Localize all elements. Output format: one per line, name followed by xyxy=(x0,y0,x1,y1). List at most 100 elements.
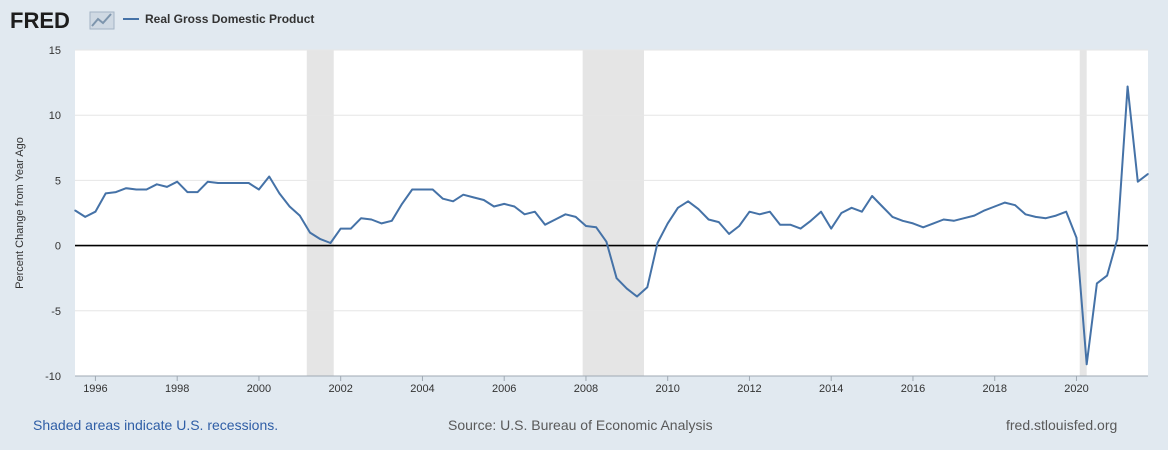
data-point xyxy=(697,208,700,210)
data-point xyxy=(850,206,853,209)
data-point xyxy=(799,227,802,230)
x-tick-label-2020: 2020 xyxy=(1064,383,1088,395)
data-point xyxy=(871,195,873,197)
data-point xyxy=(840,212,843,214)
recession-band-2 xyxy=(1079,50,1087,376)
data-point xyxy=(196,191,199,193)
data-point xyxy=(207,180,209,183)
data-point xyxy=(942,218,945,221)
data-point xyxy=(339,227,342,230)
data-point xyxy=(431,188,434,191)
data-point xyxy=(84,216,87,218)
chart-line-icon xyxy=(89,11,115,30)
x-tick-label-2014: 2014 xyxy=(819,383,843,395)
y-tick-label-10: 10 xyxy=(49,110,61,122)
data-point xyxy=(554,218,557,221)
y-axis: 15 10 5 0 -5 -10 xyxy=(45,45,61,383)
data-point xyxy=(247,182,250,184)
data-point xyxy=(135,188,138,191)
data-point xyxy=(390,220,393,222)
data-point xyxy=(932,222,935,225)
x-tick-label-1996: 1996 xyxy=(83,383,107,395)
fred-logo[interactable]: FRED xyxy=(10,8,115,33)
data-point xyxy=(421,188,424,191)
data-point xyxy=(1096,282,1098,285)
series-layer xyxy=(74,85,1149,366)
data-point xyxy=(523,213,526,216)
data-point xyxy=(1055,214,1057,217)
data-point xyxy=(115,191,117,193)
data-point xyxy=(145,188,148,191)
site-link[interactable]: fred.stlouisfed.org xyxy=(1006,417,1118,433)
data-point xyxy=(217,182,219,184)
data-point xyxy=(380,222,383,225)
data-point xyxy=(258,188,260,191)
data-point xyxy=(830,227,833,230)
data-point xyxy=(728,233,730,235)
recession-note: Shaded areas indicate U.S. recessions. xyxy=(33,417,279,433)
data-point xyxy=(472,196,475,199)
recession-band-1 xyxy=(582,50,644,376)
data-point xyxy=(1065,210,1068,213)
data-point xyxy=(891,216,894,218)
data-point xyxy=(1045,217,1047,220)
data-point xyxy=(1034,216,1037,218)
x-tick-label-2000: 2000 xyxy=(247,383,271,395)
data-point xyxy=(718,221,720,223)
data-point xyxy=(74,209,76,212)
data-point xyxy=(758,213,761,216)
data-point xyxy=(993,205,996,208)
x-tick-label-2004: 2004 xyxy=(410,383,434,395)
data-point xyxy=(125,187,127,190)
series-line-0 xyxy=(74,85,1149,366)
y-axis-label: Percent Change from Year Ago xyxy=(14,137,26,289)
data-point xyxy=(963,217,965,220)
y-tick-label--5: -5 xyxy=(51,306,61,318)
x-tick-label-2016: 2016 xyxy=(901,383,925,395)
data-point xyxy=(268,175,270,178)
data-point xyxy=(319,238,322,240)
x-tick-label-2006: 2006 xyxy=(492,383,516,395)
data-point xyxy=(329,242,332,244)
data-point xyxy=(1106,274,1108,277)
data-point xyxy=(809,220,812,222)
chart-legend[interactable]: Real Gross Domestic Product xyxy=(123,12,314,26)
data-point xyxy=(983,209,986,212)
data-point xyxy=(953,220,955,222)
data-point xyxy=(503,203,506,205)
data-point xyxy=(1014,204,1016,206)
data-point xyxy=(1085,363,1088,366)
data-point xyxy=(707,218,710,221)
fred-logo-text: FRED xyxy=(10,8,70,33)
recession-shading-layer xyxy=(306,50,1087,376)
x-tick-label-2010: 2010 xyxy=(655,383,679,395)
data-point xyxy=(1136,180,1139,183)
x-tick-label-2008: 2008 xyxy=(574,383,598,395)
data-point xyxy=(738,225,741,227)
data-point xyxy=(615,277,618,280)
y-tick-label--10: -10 xyxy=(45,371,61,383)
data-point xyxy=(442,197,444,200)
data-point xyxy=(1004,201,1006,204)
x-tick-label-2018: 2018 xyxy=(982,383,1006,395)
data-point xyxy=(789,223,792,226)
data-point xyxy=(534,210,536,213)
data-point xyxy=(626,287,628,290)
recession-band-0 xyxy=(306,50,334,376)
legend-series-label: Real Gross Domestic Product xyxy=(145,12,314,26)
data-point xyxy=(166,186,168,188)
data-point xyxy=(350,227,352,230)
data-point xyxy=(564,213,567,216)
data-point xyxy=(1147,173,1149,175)
data-point xyxy=(370,218,373,221)
data-point xyxy=(636,295,638,298)
data-point xyxy=(1116,238,1119,240)
source-note: Source: U.S. Bureau of Economic Analysis xyxy=(448,417,713,433)
data-point xyxy=(544,223,546,226)
data-point xyxy=(1126,85,1129,88)
x-tick-label-1998: 1998 xyxy=(165,383,189,395)
data-point xyxy=(155,183,158,186)
data-point xyxy=(176,180,178,183)
data-point xyxy=(646,286,649,289)
